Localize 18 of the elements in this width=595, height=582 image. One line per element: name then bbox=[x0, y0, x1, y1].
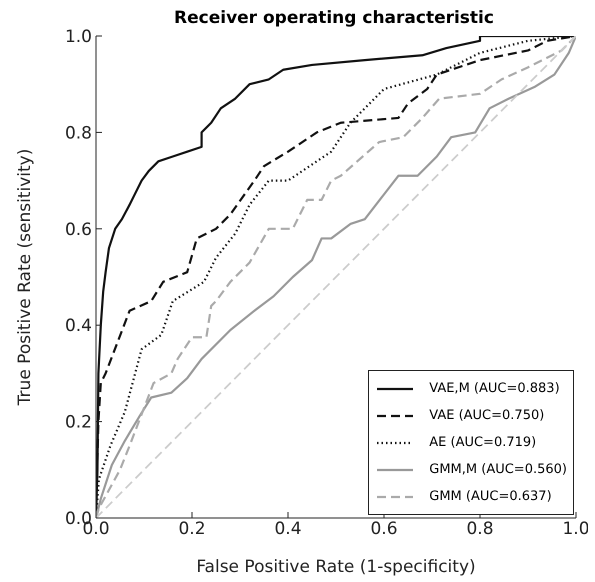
y-tick-label: 0.2 bbox=[64, 412, 92, 433]
x-tick-label: 0.4 bbox=[274, 519, 302, 540]
y-tick-label: 1.0 bbox=[64, 27, 92, 48]
y-tick-label: 0.6 bbox=[64, 220, 92, 240]
y-tick-label: 0.8 bbox=[64, 123, 92, 144]
chart-title: Receiver operating characteristic bbox=[173, 8, 495, 28]
legend-label: VAE (AUC=0.750) bbox=[429, 408, 544, 423]
y-axis-title: True Positive Rate (sensitivity) bbox=[15, 148, 36, 406]
y-tick-label: 0.4 bbox=[64, 316, 92, 336]
legend-label: GMM,M (AUC=0.560) bbox=[429, 462, 567, 477]
x-tick-label: 0.6 bbox=[370, 519, 398, 540]
x-tick-label: 0.2 bbox=[178, 519, 206, 540]
legend-label: GMM (AUC=0.637) bbox=[429, 489, 552, 504]
x-axis-title: False Positive Rate (1-specificity) bbox=[196, 557, 476, 577]
x-tick-label: 1.0 bbox=[562, 519, 590, 540]
x-tick-label: 0.8 bbox=[466, 519, 494, 540]
legend-label: VAE,M (AUC=0.883) bbox=[429, 381, 560, 396]
legend-label: AE (AUC=0.719) bbox=[429, 435, 536, 450]
